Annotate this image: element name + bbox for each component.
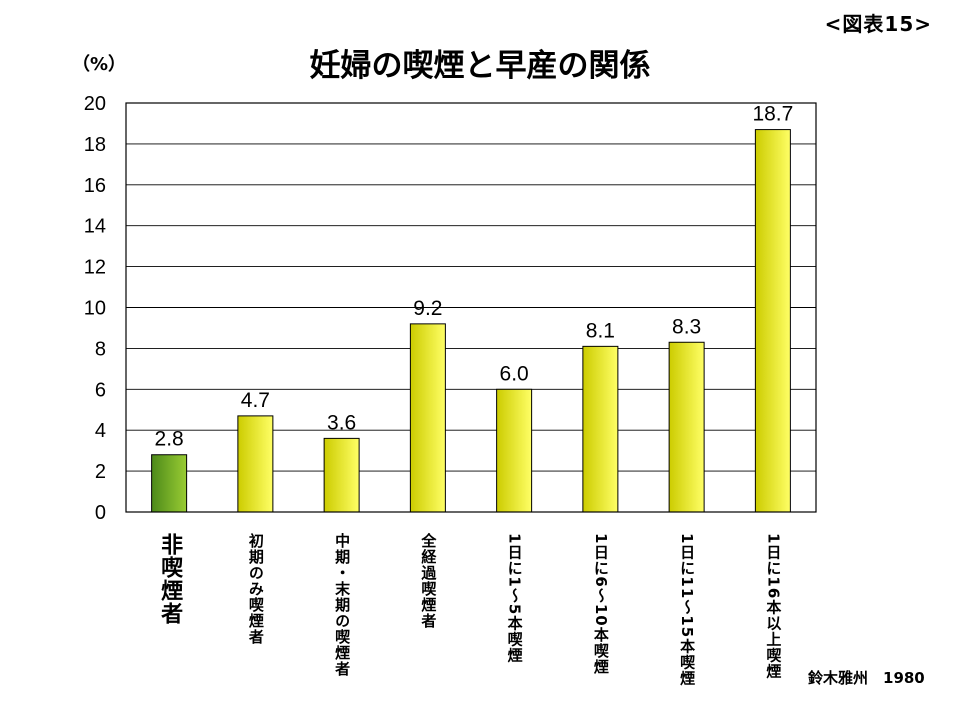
- gridlines: [126, 143, 816, 472]
- data-labels: 2.8 4.7 3.6 9.2 6.0 8.1 8.3 18.7: [155, 103, 794, 451]
- data-label: 8.3: [672, 315, 701, 338]
- x-category-label: 1日に1～5本喫煙: [505, 533, 524, 664]
- y-tick-label: 14: [84, 216, 106, 238]
- data-label: 18.7: [752, 103, 793, 126]
- x-category-label: 1日に11～15本喫煙: [678, 533, 697, 687]
- y-tick-label: 6: [95, 379, 106, 401]
- bar-3: [323, 437, 360, 513]
- x-category-label: 全経過喫煙者: [419, 533, 438, 629]
- source-citation: 鈴木雅州 1980: [808, 669, 925, 687]
- data-label: 9.2: [413, 297, 442, 320]
- bar-6: [582, 345, 619, 513]
- x-category-label: 1日に16本以上喫煙: [764, 533, 783, 680]
- bar-2: [237, 415, 274, 513]
- x-category-label: 初期のみ喫煙者: [246, 533, 265, 645]
- y-tick-label: 18: [84, 134, 106, 156]
- y-tick-label: 0: [95, 502, 106, 524]
- y-tick-label: 4: [95, 420, 106, 442]
- data-label: 2.8: [155, 428, 184, 451]
- y-axis-unit-label: （%）: [72, 54, 127, 75]
- y-tick-label: 2: [95, 461, 106, 483]
- plot-frame: [125, 102, 817, 513]
- y-tick-label: 16: [84, 175, 106, 197]
- data-label: 4.7: [241, 389, 270, 412]
- y-tick-label: 10: [84, 298, 106, 320]
- x-category-label: 1日に6～10本喫煙: [591, 533, 610, 675]
- y-tick-label: 12: [84, 257, 106, 279]
- data-label: 6.0: [500, 362, 529, 385]
- chart-title: 妊婦の喫煙と早産の関係: [309, 48, 651, 84]
- data-label: 8.1: [586, 319, 615, 342]
- bar-7: [668, 341, 705, 513]
- x-category-label: 非喫煙者: [157, 533, 183, 625]
- bar-8: [754, 129, 791, 513]
- bar-5: [496, 388, 533, 513]
- y-axis-ticks: 0 2 4 6 8 10 12 14 16 18 20: [84, 93, 106, 524]
- y-tick-label: 20: [84, 93, 106, 115]
- data-label: 3.6: [327, 411, 356, 434]
- bar-1: [151, 454, 188, 513]
- bar-4: [409, 323, 446, 513]
- x-category-label: 中期・末期の喫煙者: [333, 533, 352, 677]
- figure-number: <図表15>: [824, 12, 932, 36]
- bars: [151, 129, 791, 513]
- y-tick-label: 8: [95, 338, 106, 360]
